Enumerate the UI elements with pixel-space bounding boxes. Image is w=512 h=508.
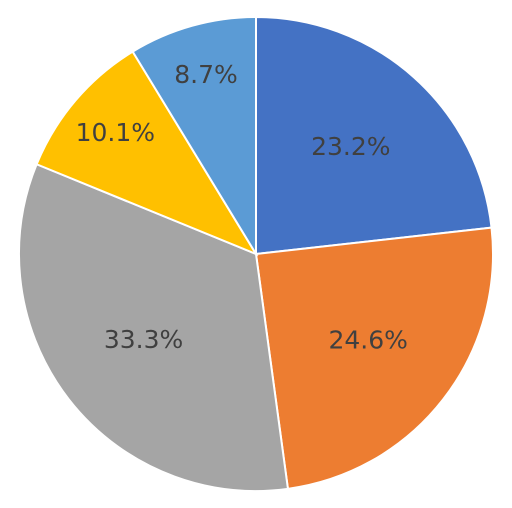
pie-slice xyxy=(255,15,493,256)
data-label: 33.3% xyxy=(104,325,183,354)
data-label: 23.2% xyxy=(311,132,390,161)
pie-slice xyxy=(18,162,290,492)
data-label: 8.7% xyxy=(174,60,238,89)
pie-slice xyxy=(254,226,494,490)
data-label: 10.1% xyxy=(76,118,155,147)
pie-slice xyxy=(131,15,257,258)
data-label: 24.6% xyxy=(328,325,407,354)
pie-slice xyxy=(35,50,259,257)
